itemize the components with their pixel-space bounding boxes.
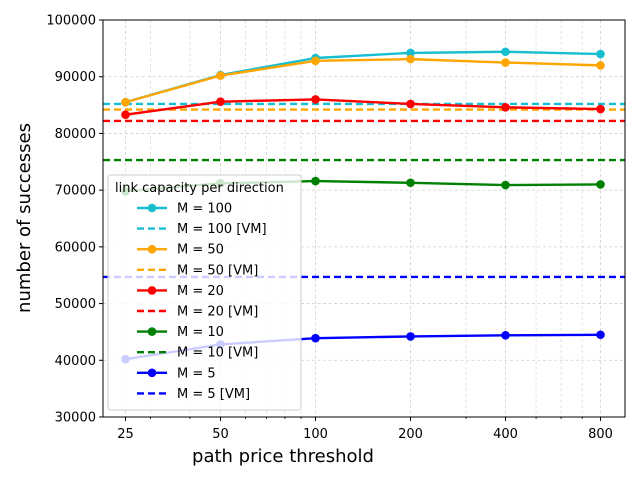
- series-m-20-point: [501, 103, 510, 112]
- series-m-20-point: [121, 110, 130, 120]
- series-m-10-point: [406, 178, 415, 188]
- legend-marker: [147, 368, 157, 378]
- series-m-50-point: [596, 61, 605, 70]
- series-m-100-point: [596, 49, 605, 59]
- series-m-5-point: [501, 331, 510, 340]
- legend-label: M = 50: [177, 243, 224, 258]
- legend-title: link capacity per direction: [115, 181, 284, 196]
- series-m-100-point: [406, 48, 415, 58]
- series-m-20-point: [406, 99, 415, 109]
- series-m-20-point: [216, 97, 225, 106]
- series-m-20-line: [125, 98, 601, 116]
- series-m-50-point: [121, 97, 130, 107]
- y-tick-label: 80000: [55, 127, 96, 142]
- y-tick-label: 40000: [55, 354, 96, 369]
- y-tick-label: 70000: [55, 184, 96, 199]
- legend-label: M = 10: [177, 325, 224, 340]
- y-tick-label: 100000: [46, 14, 96, 29]
- legend-label: M = 5 [VM]: [177, 387, 250, 402]
- y-axis-label: number of successes: [14, 123, 35, 313]
- legend-label: M = 100: [177, 202, 232, 217]
- series-m-50-line: [125, 57, 601, 104]
- series-m-20-point: [311, 95, 320, 104]
- y-axis-ticks: 30000 40000 50000 60000 70000 80000 90000 10000…: [46, 14, 103, 426]
- series-m-20-point: [596, 104, 605, 114]
- y-tick-label: 50000: [55, 297, 96, 312]
- legend-frame: [107, 174, 302, 411]
- series-m-50-point: [501, 58, 510, 67]
- x-tick-label: 200: [398, 427, 423, 442]
- legend-marker: [147, 203, 157, 213]
- legend-label: M = 5: [177, 366, 216, 381]
- series-m-10-point: [596, 180, 605, 189]
- plot-series: [103, 47, 625, 364]
- series-m-50-point: [216, 71, 225, 80]
- series-m-5-point: [596, 330, 605, 340]
- x-tick-label: 50: [212, 427, 229, 442]
- plot-frame: [102, 19, 626, 418]
- legend-label: M = 10 [VM]: [177, 346, 258, 361]
- y-tick-label: 60000: [55, 240, 96, 255]
- y-tick-label: 90000: [55, 70, 96, 85]
- series-m-100-point: [501, 47, 510, 57]
- series-m-5-point: [311, 333, 320, 343]
- y-tick-label: 30000: [55, 411, 96, 426]
- legend-marker: [147, 327, 157, 336]
- legend-label: M = 100 [VM]: [177, 222, 267, 237]
- x-axis-label: path price threshold: [192, 446, 374, 467]
- legend-label: M = 20 [VM]: [177, 305, 258, 320]
- series-m-10-point: [311, 176, 320, 186]
- series-m-50-point: [311, 56, 320, 66]
- legend-entries: M = 100 M = 100 [VM] M = 50 M = 50 [VM] M = …: [137, 202, 267, 402]
- legend-marker: [147, 244, 157, 254]
- x-tick-label: 400: [493, 427, 518, 442]
- series-m-10-point: [501, 180, 510, 190]
- series-m-50-point: [406, 54, 415, 64]
- series-m-5-point: [406, 332, 415, 341]
- x-tick-label: 25: [117, 427, 134, 442]
- x-axis-ticks: 25 50 100 200 400 800: [117, 417, 613, 442]
- legend-label: M = 20: [177, 284, 224, 299]
- legend-label: M = 50 [VM]: [177, 263, 258, 278]
- legend-marker: [147, 286, 157, 295]
- x-tick-label: 100: [303, 427, 328, 442]
- x-tick-label: 800: [588, 427, 613, 442]
